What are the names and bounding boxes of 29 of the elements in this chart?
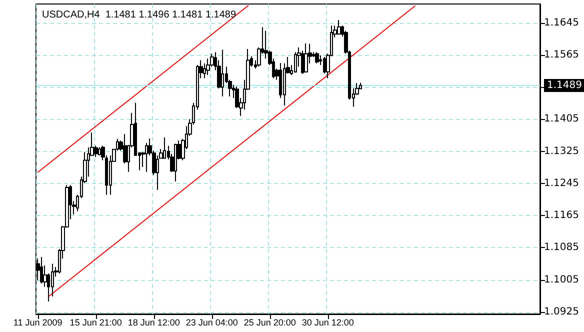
- y-tick-label: 1.1085: [544, 242, 579, 254]
- y-tick-label: 1.1325: [544, 146, 579, 157]
- x-tick-label: 11 Jun 2009: [13, 318, 62, 328]
- candlestick: [294, 52, 297, 74]
- x-tick-label: 15 Jun 21:00: [70, 318, 122, 328]
- candlestick: [206, 58, 210, 76]
- y-tick-label: 1.0925: [544, 306, 579, 318]
- candlestick: [145, 142, 148, 172]
- candlestick: [337, 20, 341, 36]
- y-tick-label: 1.1565: [544, 49, 579, 60]
- x-tick-label: 23 Jun 04:00: [186, 318, 238, 328]
- candlestick: [315, 52, 319, 64]
- y-tick-label: 1.1405: [544, 114, 579, 125]
- candlestick: [98, 146, 101, 156]
- ref-line-label: 1.1489: [547, 80, 582, 92]
- candlestick: [40, 256, 43, 284]
- candlestick: [304, 42, 308, 74]
- y-tick-label: 1.1245: [544, 178, 579, 189]
- y-tick-label: 1.1645: [544, 17, 579, 28]
- candlestick: [203, 62, 206, 79]
- candlestick: [221, 49, 224, 97]
- y-tick-label: 1.1005: [544, 274, 579, 286]
- x-tick-label: 30 Jun 12:00: [302, 318, 354, 328]
- x-tick-label: 18 Jun 12:00: [128, 318, 180, 328]
- text: USDCAD,H4 1.1481 1.1496 1.1481 1.1489: [42, 10, 236, 20]
- x-tick-label: 25 Jun 20:00: [244, 318, 296, 328]
- y-tick-label: 1.1165: [544, 210, 579, 222]
- candlestick: [163, 136, 166, 160]
- candlestick: [174, 143, 177, 182]
